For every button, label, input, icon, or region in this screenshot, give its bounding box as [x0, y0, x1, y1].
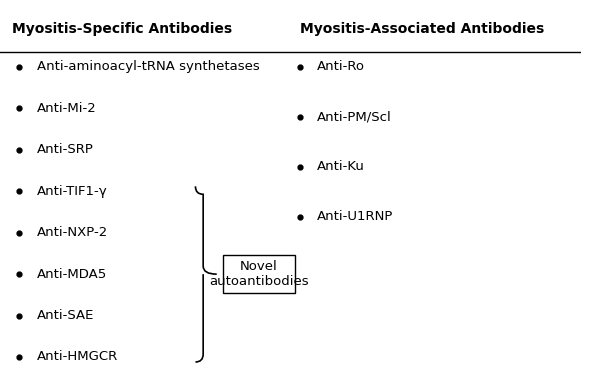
Text: Anti-MDA5: Anti-MDA5: [37, 268, 107, 281]
Text: Anti-Mi-2: Anti-Mi-2: [37, 102, 97, 115]
Text: Anti-TIF1-γ: Anti-TIF1-γ: [37, 185, 107, 198]
Text: Myositis-Specific Antibodies: Myositis-Specific Antibodies: [11, 22, 232, 36]
Text: Anti-SRP: Anti-SRP: [37, 143, 94, 156]
Text: Anti-U1RNP: Anti-U1RNP: [317, 211, 394, 224]
Text: Anti-PM/Scl: Anti-PM/Scl: [317, 110, 392, 124]
Text: Anti-SAE: Anti-SAE: [37, 309, 94, 322]
Text: Myositis-Associated Antibodies: Myositis-Associated Antibodies: [300, 22, 544, 36]
Text: Anti-Ku: Anti-Ku: [317, 160, 365, 174]
FancyBboxPatch shape: [223, 255, 295, 293]
Text: Anti-Ro: Anti-Ro: [317, 61, 365, 73]
Text: Anti-aminoacyl-tRNA synthetases: Anti-aminoacyl-tRNA synthetases: [37, 61, 260, 73]
Text: Anti-NXP-2: Anti-NXP-2: [37, 226, 108, 239]
Text: Anti-HMGCR: Anti-HMGCR: [37, 350, 118, 363]
Text: Novel
autoantibodies: Novel autoantibodies: [209, 260, 308, 288]
